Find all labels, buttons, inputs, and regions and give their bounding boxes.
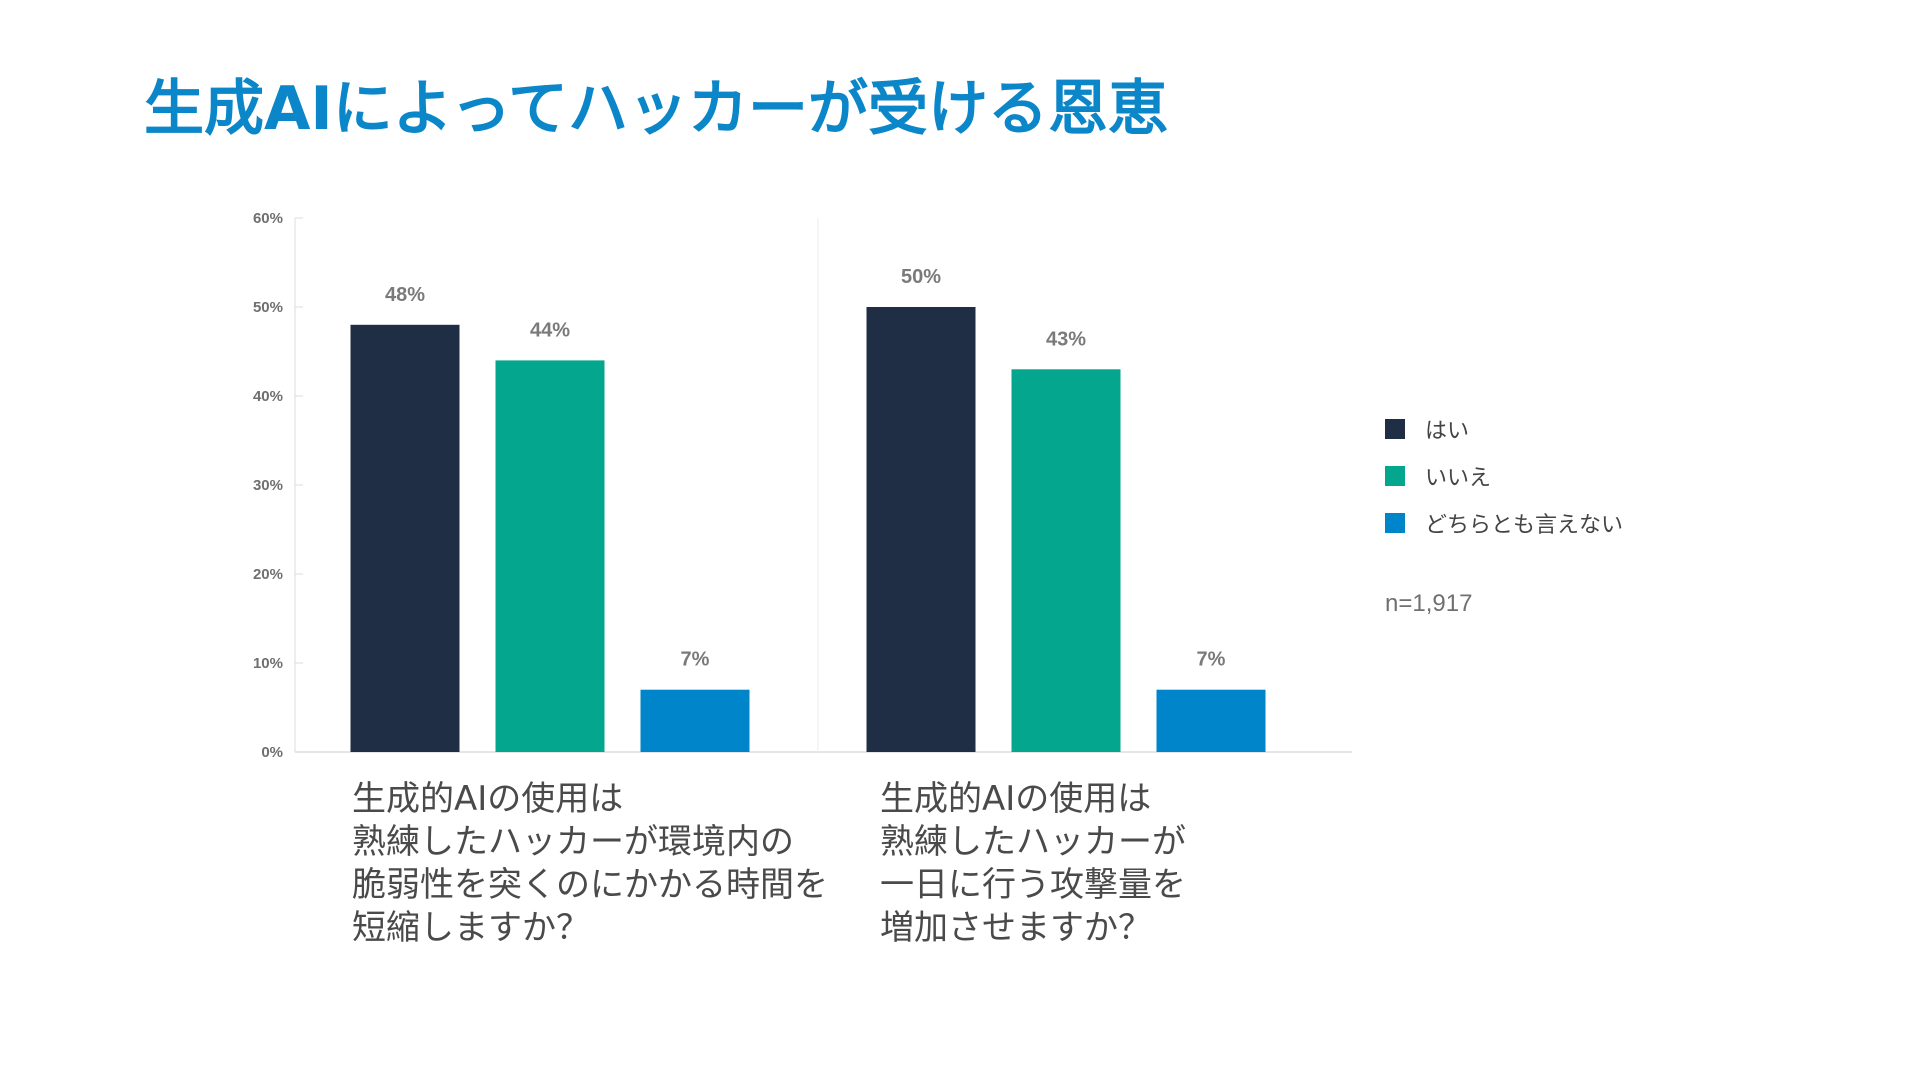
legend-item-no: いいえ	[1385, 452, 1623, 499]
legend-item-yes: はい	[1385, 405, 1623, 452]
bar-value-label: 7%	[1197, 649, 1226, 671]
bar-value-label: 7%	[681, 649, 710, 671]
question-1-line: 熟練したハッカーが環境内の	[352, 822, 794, 862]
legend-swatch-yes	[1385, 418, 1405, 439]
bar	[350, 324, 460, 752]
legend-swatch-neither	[1385, 512, 1405, 533]
legend-label-no: いいえ	[1425, 465, 1492, 491]
question-1-label: 生成的AIの使用は 熟練したハッカーが環境内の 脆弱性を突くのにかかる時間を 短…	[352, 778, 828, 950]
bar	[866, 307, 976, 752]
bar	[1156, 689, 1266, 752]
question-2-line: 増加させますか？	[880, 908, 1152, 948]
bar-value-label: 48%	[385, 284, 425, 306]
question-1-line: 生成的AIの使用は	[352, 779, 624, 819]
question-2-line: 一日に行う攻撃量を	[880, 865, 1186, 905]
y-tick-label: 60%	[253, 210, 283, 227]
bar	[640, 689, 750, 752]
legend-label-neither: どちらとも言えない	[1425, 512, 1624, 538]
legend-label-yes: はい	[1425, 418, 1470, 444]
y-tick-label: 10%	[253, 655, 283, 672]
bar	[1011, 369, 1121, 752]
question-1-line: 短縮しますか？	[352, 908, 590, 948]
question-1-line: 脆弱性を突くのにかかる時間を	[352, 865, 828, 905]
bar-value-label: 44%	[530, 319, 570, 341]
bar-value-label: 43%	[1046, 328, 1086, 350]
sample-size: n=1,917	[1385, 590, 1473, 617]
question-2-line: 生成的AIの使用は	[880, 779, 1152, 819]
question-2-label: 生成的AIの使用は 熟練したハッカーが 一日に行う攻撃量を 増加させますか？	[880, 778, 1186, 950]
y-tick-label: 20%	[253, 566, 283, 583]
y-tick-label: 30%	[253, 477, 283, 494]
page-title: 生成AIによってハッカーが受ける恩恵	[144, 74, 1168, 144]
y-tick-label: 0%	[261, 744, 283, 761]
chart-legend: はい いいえ どちらとも言えない	[1385, 405, 1623, 546]
legend-item-neither: どちらとも言えない	[1385, 499, 1623, 546]
y-tick-label: 40%	[253, 388, 283, 405]
question-2-line: 熟練したハッカーが	[880, 822, 1186, 862]
bar	[495, 360, 605, 752]
bar-value-label: 50%	[901, 266, 941, 288]
y-tick-label: 50%	[253, 299, 283, 316]
legend-swatch-no	[1385, 465, 1405, 486]
